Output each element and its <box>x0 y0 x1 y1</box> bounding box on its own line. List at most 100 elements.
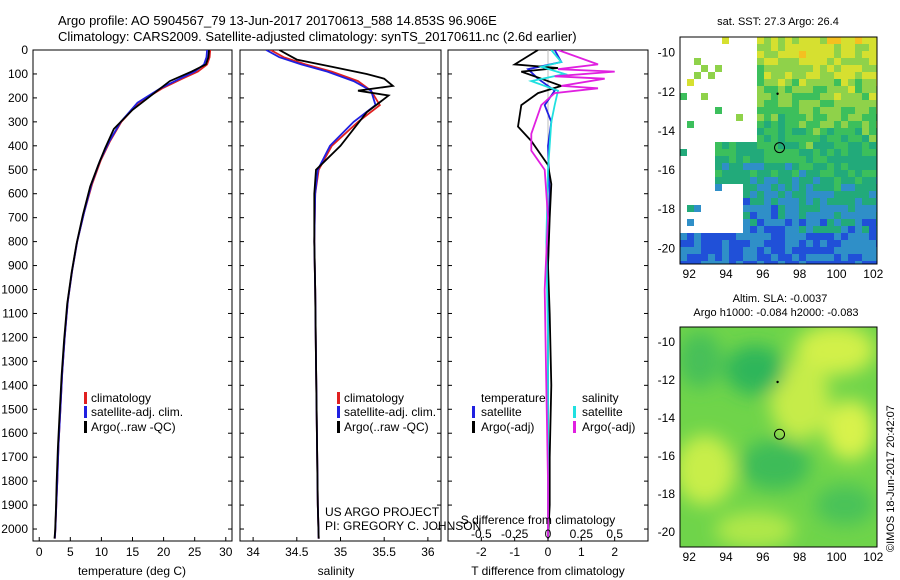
series-temp-argo <box>511 50 565 539</box>
sst-cell <box>715 233 722 240</box>
sst-cell <box>757 72 764 79</box>
salinity-plot-frame <box>239 49 442 542</box>
sst-cell <box>785 177 792 184</box>
sst-cell <box>820 240 827 247</box>
sla-patch <box>680 332 722 388</box>
sst-cell <box>820 184 827 191</box>
sst-cell <box>736 240 743 247</box>
sst-cell <box>778 44 785 51</box>
sst-cell <box>771 44 778 51</box>
sst-cell <box>869 149 876 156</box>
sst-cell <box>799 247 806 254</box>
sst-cell <box>862 247 869 254</box>
sst-cell <box>827 233 834 240</box>
sst-cell <box>722 247 729 254</box>
sst-cell <box>785 135 792 142</box>
sst-cell <box>722 149 729 156</box>
sst-cell <box>848 170 855 177</box>
sst-cell <box>862 205 869 212</box>
previous-marker <box>776 92 779 95</box>
sst-cell <box>862 72 869 79</box>
sst-cell <box>827 93 834 100</box>
sst-cell <box>848 114 855 121</box>
sst-cell <box>827 86 834 93</box>
x-top-tick-label: 0.25 <box>570 527 594 541</box>
sst-cell <box>855 93 862 100</box>
profile-marker <box>774 142 786 154</box>
sst-cell <box>799 142 806 149</box>
sst-cell <box>757 261 764 264</box>
sst-cell <box>750 233 757 240</box>
sst-cell <box>806 254 813 261</box>
credit-line-2: PI: GREGORY C. JOHNSON <box>325 519 481 533</box>
sst-cell <box>785 149 792 156</box>
sst-cell <box>869 51 876 58</box>
sst-cell <box>757 254 764 261</box>
sst-cell <box>813 177 820 184</box>
sst-cell <box>855 44 862 51</box>
sst-cell <box>806 58 813 65</box>
sst-cell <box>757 205 764 212</box>
sst-cell <box>806 114 813 121</box>
sst-cell <box>785 205 792 212</box>
sst-cell <box>834 37 841 44</box>
sst-cell <box>757 86 764 93</box>
sst-cell <box>841 93 848 100</box>
sst-cell <box>813 142 820 149</box>
sst-cell <box>813 100 820 107</box>
sst-cell <box>841 72 848 79</box>
sst-cell <box>834 58 841 65</box>
sst-cell <box>708 247 715 254</box>
sst-cell <box>799 205 806 212</box>
sst-cell <box>771 170 778 177</box>
sst-cell <box>841 44 848 51</box>
sla-patch <box>740 440 810 490</box>
temperature-series <box>53 50 212 539</box>
sst-cell <box>834 44 841 51</box>
sst-cell <box>757 156 764 163</box>
sst-cell <box>848 247 855 254</box>
sst-cell <box>813 107 820 114</box>
legend-label: Argo(-adj) <box>481 420 534 434</box>
sst-cell <box>785 107 792 114</box>
sst-cell <box>715 184 722 191</box>
sst-cell <box>813 149 820 156</box>
sst-cell <box>715 177 722 184</box>
sst-cell <box>771 226 778 233</box>
sst-cell <box>778 58 785 65</box>
sst-cell <box>869 107 876 114</box>
sla-patch <box>680 435 735 505</box>
sst-cell <box>841 107 848 114</box>
legend-swatch-satellite <box>84 406 87 418</box>
sst-cell <box>792 198 799 205</box>
sst-cell <box>743 261 750 264</box>
sst-cell <box>722 254 729 261</box>
sst-cell <box>729 163 736 170</box>
sst-cell <box>855 149 862 156</box>
sst-cell <box>820 121 827 128</box>
sst-cell <box>778 65 785 72</box>
map-x-tick-label: 98 <box>793 267 807 281</box>
sst-cell <box>862 142 869 149</box>
sst-cell <box>827 128 834 135</box>
sst-cell <box>869 261 876 264</box>
sst-cell <box>792 37 799 44</box>
sla-map-markers <box>774 380 786 440</box>
sst-cell <box>834 226 841 233</box>
sst-cell <box>827 226 834 233</box>
sst-cell <box>799 114 806 121</box>
sst-cell <box>862 233 869 240</box>
sla-patch <box>725 345 785 395</box>
sst-cell <box>834 100 841 107</box>
sst-cell <box>743 156 750 163</box>
sst-cell <box>862 128 869 135</box>
sst-cell <box>806 93 813 100</box>
sst-cell <box>785 65 792 72</box>
sst-cell <box>771 128 778 135</box>
sst-cell <box>855 254 862 261</box>
sst-cell <box>841 219 848 226</box>
sst-cell <box>806 163 813 170</box>
sst-cell <box>792 128 799 135</box>
sst-cell <box>841 156 848 163</box>
y-tick-label: 400 <box>8 139 28 153</box>
